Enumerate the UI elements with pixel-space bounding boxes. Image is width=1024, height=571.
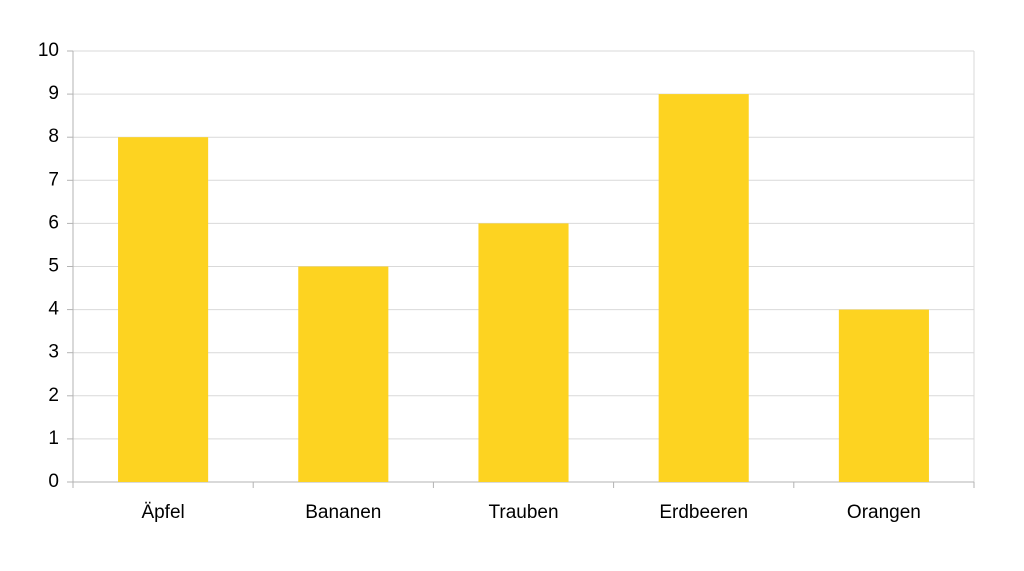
- x-tick-label: Äpfel: [141, 502, 184, 523]
- y-tick-label: 9: [48, 83, 59, 104]
- bar: [838, 309, 929, 482]
- bar: [658, 94, 749, 482]
- bar: [118, 137, 209, 482]
- bar: [478, 223, 569, 482]
- y-tick-label: 4: [48, 299, 59, 320]
- y-tick-label: 2: [48, 385, 59, 406]
- y-tick-label: 0: [48, 471, 59, 492]
- y-tick-label: 8: [48, 126, 59, 147]
- y-tick-label: 1: [48, 428, 59, 449]
- y-tick-label: 3: [48, 342, 59, 363]
- bar: [298, 266, 389, 482]
- x-tick-label: Erdbeeren: [659, 502, 748, 523]
- x-tick-label: Bananen: [305, 502, 381, 523]
- y-tick-label: 5: [48, 256, 59, 277]
- y-tick-label: 7: [48, 169, 59, 190]
- y-tick-label: 10: [38, 40, 59, 61]
- y-tick-label: 6: [48, 212, 59, 233]
- x-tick-label: Trauben: [488, 502, 558, 523]
- x-tick-label: Orangen: [847, 502, 921, 523]
